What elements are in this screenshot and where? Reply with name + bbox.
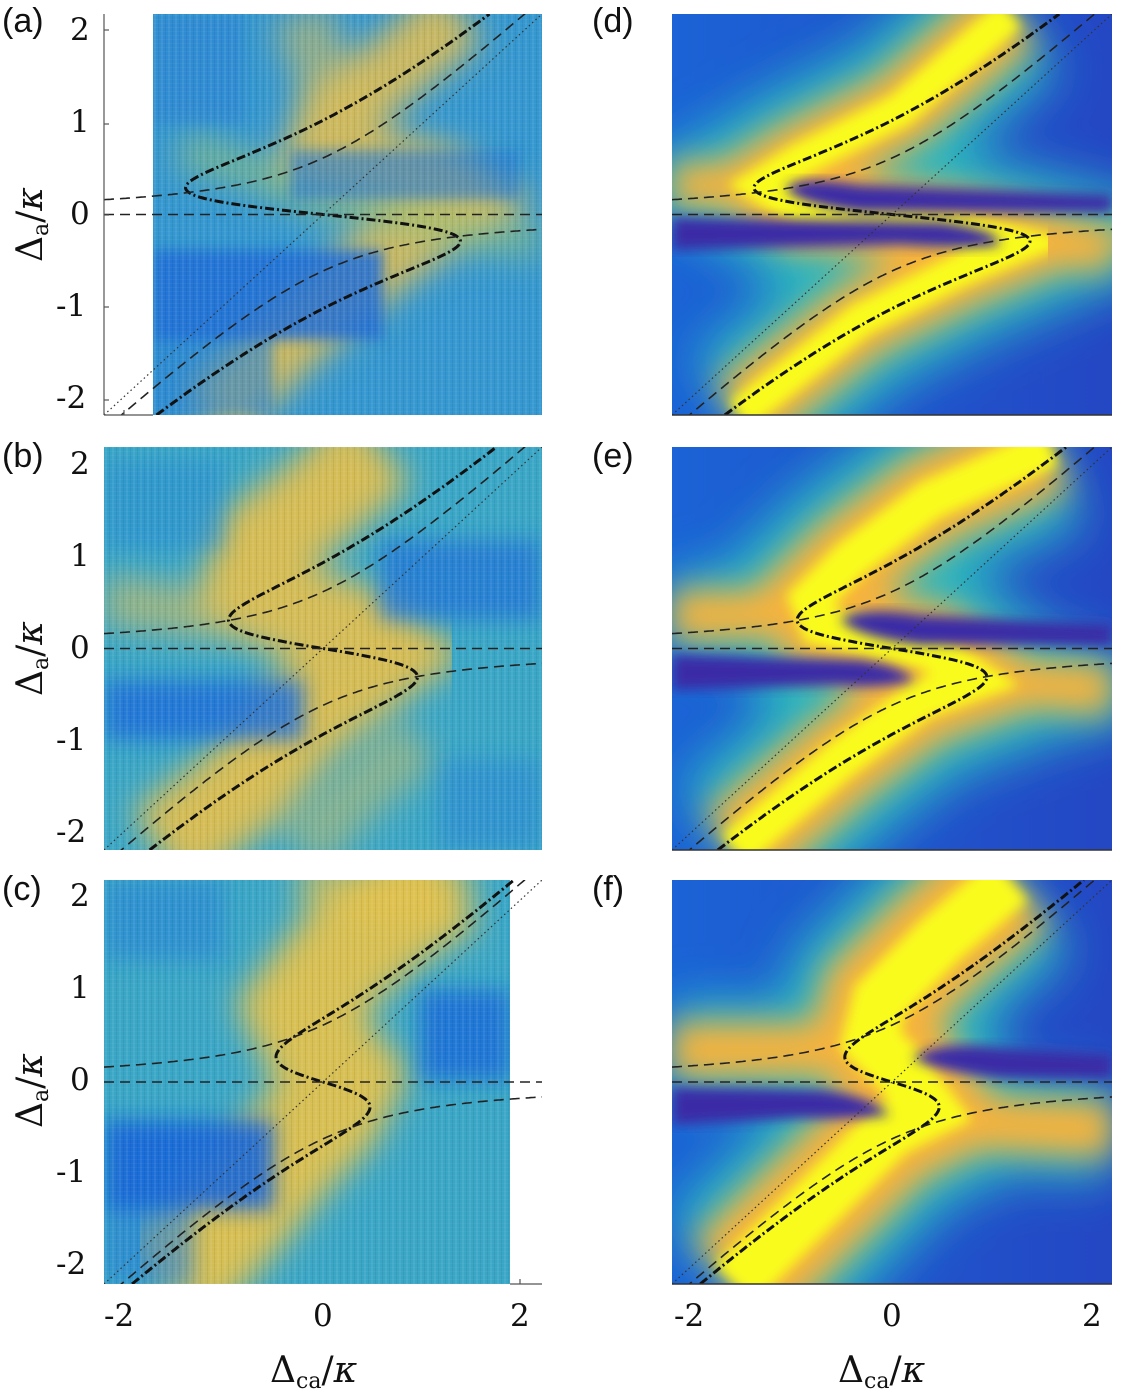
subscript: ca xyxy=(296,1369,322,1394)
diagonal-line xyxy=(672,880,1112,1284)
lower-hyperbola xyxy=(688,662,1112,850)
x-axis-label-left: Δca/κ xyxy=(270,1350,357,1394)
lower-hyperbola xyxy=(120,1096,542,1284)
slash: / xyxy=(889,1350,902,1391)
ytick-label: 0 xyxy=(70,196,90,232)
s-curve xyxy=(716,447,1068,850)
ytick-label: 2 xyxy=(70,878,90,914)
s-curve xyxy=(148,447,498,850)
lower-hyperbola xyxy=(688,1096,1112,1284)
xtick-label: 2 xyxy=(1082,1298,1102,1334)
ytick-label: -2 xyxy=(56,814,87,850)
delta-symbol: Δ xyxy=(270,1350,296,1391)
lower-hyperbola xyxy=(120,662,542,850)
slash: / xyxy=(321,1350,334,1391)
diagonal-line xyxy=(672,14,1112,415)
panel-label-d: (d) xyxy=(592,2,634,40)
s-curve xyxy=(699,880,1085,1284)
panel-label-e: (e) xyxy=(592,437,634,475)
xtick-label: -2 xyxy=(674,1298,705,1334)
ytick-label: -1 xyxy=(56,1154,87,1190)
overlay-b xyxy=(104,447,542,850)
s-curve xyxy=(155,14,491,415)
kappa-symbol: κ xyxy=(333,1350,358,1391)
overlay-a xyxy=(104,14,542,415)
lower-hyperbola xyxy=(120,228,542,415)
overlay-e xyxy=(672,447,1112,850)
xtick-label: 0 xyxy=(313,1298,333,1334)
delta-symbol: Δ xyxy=(838,1350,864,1391)
ytick-label: -2 xyxy=(56,380,87,416)
ytick-label: 2 xyxy=(70,12,90,48)
ytick-label: 0 xyxy=(70,1062,90,1098)
xtick-label: 2 xyxy=(510,1298,530,1334)
axes xyxy=(103,14,1112,1285)
upper-hyperbola xyxy=(104,880,526,1068)
diagonal-line xyxy=(672,447,1112,850)
ytick-label: -2 xyxy=(56,1246,87,1282)
ytick-label: 2 xyxy=(70,446,90,482)
panel-label-f: (f) xyxy=(592,870,625,908)
upper-hyperbola xyxy=(672,447,1096,635)
diagonal-line xyxy=(104,880,542,1284)
overlay-f xyxy=(672,880,1112,1284)
xtick-label: -2 xyxy=(104,1298,135,1334)
xtick-label: 0 xyxy=(882,1298,902,1334)
ytick-label: 1 xyxy=(70,104,90,140)
upper-hyperbola xyxy=(672,880,1096,1068)
ytick-label: -1 xyxy=(56,722,87,758)
overlay-d xyxy=(672,14,1112,415)
panel-label-a: (a) xyxy=(2,2,44,40)
upper-hyperbola xyxy=(104,14,526,201)
overlay-curves xyxy=(104,14,1112,1284)
upper-hyperbola xyxy=(104,447,526,635)
overlay-c xyxy=(104,880,542,1284)
subscript: ca xyxy=(864,1369,890,1394)
panel-label-c: (c) xyxy=(2,870,42,908)
lower-hyperbola xyxy=(688,228,1112,415)
panel-label-b: (b) xyxy=(2,437,44,475)
ytick-label: 1 xyxy=(70,538,90,574)
x-axis-label-right: Δca/κ xyxy=(838,1350,925,1394)
ytick-label: -1 xyxy=(56,288,87,324)
kappa-symbol: κ xyxy=(901,1350,926,1391)
diagonal-line xyxy=(104,447,542,850)
ytick-label: 0 xyxy=(70,630,90,666)
ytick-label: 1 xyxy=(70,970,90,1006)
upper-hyperbola xyxy=(672,14,1096,201)
